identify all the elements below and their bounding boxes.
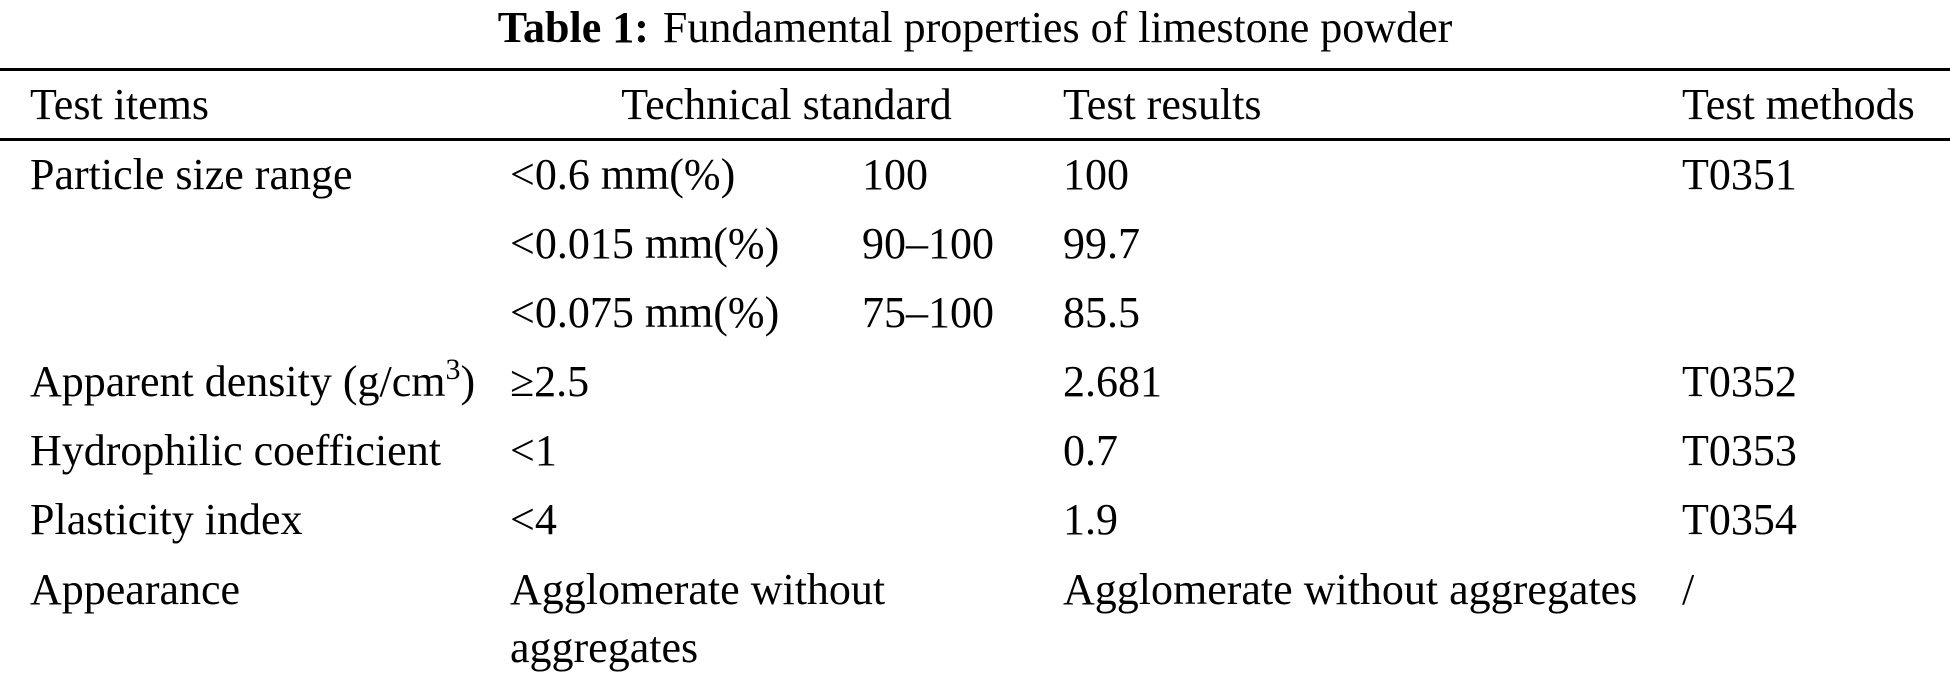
table-row-hydrophilic-coefficient: Hydrophilic coefficient <1 0.7 T0353 (0, 416, 1950, 485)
cell-test-method: T0351 (1682, 150, 1797, 200)
caption-label: Table 1: (497, 3, 649, 52)
column-header-test-results: Test results (1063, 69, 1670, 141)
cell-test-result: Agglomerate without aggregates (1063, 564, 1638, 614)
item-label-prefix: Apparent density (g/cm (30, 356, 446, 406)
header-row: Test items Technical standard Test resul… (0, 69, 1950, 141)
column-header-test-items: Test items (0, 69, 510, 141)
caption-text: Fundamental properties of limestone powd… (662, 3, 1453, 52)
cell-test-item-empty (0, 278, 510, 347)
cell-standard-criterion: <0.6 mm(%) (510, 150, 736, 200)
cell-test-result: 85.5 (1063, 287, 1140, 337)
cell-standard-value: <1 (510, 425, 557, 475)
table-row-apparent-density: Apparent density (g/cm3) ≥2.5 2.681 T035… (0, 347, 1950, 416)
cell-test-result: 99.7 (1063, 218, 1140, 268)
cell-test-result: 0.7 (1063, 425, 1118, 475)
cell-test-item: Particle size range (30, 150, 353, 200)
cell-test-result: 100 (1063, 150, 1129, 200)
cell-standard-value: 75–100 (862, 287, 994, 337)
cell-standard-value: ≥2.5 (510, 356, 590, 406)
cell-standard-value: <4 (510, 494, 557, 544)
cell-test-method: T0353 (1682, 425, 1797, 475)
cell-test-item: Appearance (30, 564, 241, 614)
cell-standard-value: Agglomerate without aggregates (510, 564, 886, 672)
cell-test-item: Plasticity index (30, 494, 303, 544)
cell-test-item-empty (0, 209, 510, 278)
table-row-particle-size-1: Particle size range <0.6 mm(%) 100 100 T… (0, 140, 1950, 209)
table-row-particle-size-2: <0.015 mm(%) 90–100 99.7 (0, 209, 1950, 278)
table-caption: Table 1: Fundamental properties of limest… (0, 0, 1950, 68)
cell-test-result: 1.9 (1063, 494, 1118, 544)
cell-standard-criterion: <0.015 mm(%) (510, 218, 780, 268)
cell-test-item: Hydrophilic coefficient (30, 425, 441, 475)
cell-test-result: 2.681 (1063, 356, 1162, 406)
table-row-particle-size-3: <0.075 mm(%) 75–100 85.5 (0, 278, 1950, 347)
item-label-suffix: ) (460, 356, 476, 406)
cell-test-method: T0352 (1682, 356, 1797, 406)
properties-table: Test items Technical standard Test resul… (0, 68, 1950, 676)
cell-test-method-empty (1670, 278, 1950, 347)
cell-standard-value: 100 (862, 150, 928, 200)
cell-test-item: Apparent density (g/cm3) (0, 347, 510, 416)
column-header-technical-standard: Technical standard (510, 69, 1063, 141)
cell-test-method-empty (1670, 209, 1950, 278)
cell-standard-criterion: <0.075 mm(%) (510, 287, 780, 337)
table-row-appearance: Appearance Agglomerate without aggregate… (0, 554, 1950, 676)
cell-test-method: / (1682, 564, 1695, 614)
cell-test-method: T0354 (1682, 494, 1797, 544)
cell-standard-value: 90–100 (862, 218, 994, 268)
column-header-test-methods: Test methods (1670, 69, 1950, 141)
table-row-plasticity-index: Plasticity index <4 1.9 T0354 (0, 485, 1950, 554)
item-exponent: 3 (445, 352, 461, 386)
